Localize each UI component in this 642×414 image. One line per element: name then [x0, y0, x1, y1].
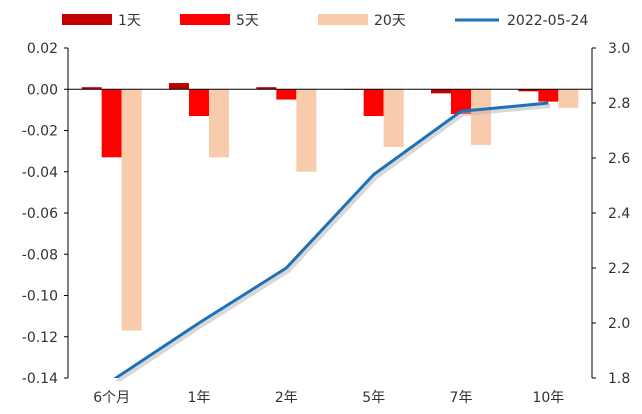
bar-20天-7年	[471, 89, 491, 145]
y-right-tick-label: 2.2	[608, 261, 630, 277]
legend-swatch-1天	[62, 14, 112, 25]
legend-label: 5天	[236, 13, 259, 29]
y-left-tick-label: 0.00	[27, 82, 58, 98]
bar-5天-10年	[538, 89, 559, 102]
bar-20天-5年	[383, 89, 404, 147]
bar-20天-2年	[296, 89, 317, 172]
legend-label: 2022-05-24	[507, 13, 588, 29]
bars	[81, 83, 579, 331]
y-right-tick-label: 3.0	[608, 41, 630, 57]
legend-label: 20天	[374, 13, 406, 29]
bar-5天-7年	[451, 89, 471, 114]
x-tick-label: 2年	[275, 390, 298, 406]
bar-5天-2年	[276, 89, 297, 100]
y-right-tick-label: 1.8	[608, 371, 630, 387]
legend-label: 1天	[118, 13, 141, 29]
x-tick-label: 1年	[188, 390, 211, 406]
bar-1天-7年	[431, 89, 451, 94]
bar-5天-5年	[363, 89, 384, 117]
y-left-tick-label: -0.12	[22, 330, 58, 346]
bar-20天-10年	[558, 89, 579, 108]
y-left-tick-label: -0.06	[22, 206, 58, 222]
bar-20天-6个月	[121, 89, 142, 331]
x-tick-label: 10年	[532, 390, 564, 406]
x-tick-label: 5年	[362, 390, 385, 406]
bar-5天-1年	[189, 89, 209, 117]
bar-1天-6个月	[81, 87, 102, 90]
y-left-tick-label: -0.02	[22, 124, 58, 140]
x-tick-label: 6个月	[93, 390, 130, 406]
line-2022-05-24	[113, 101, 549, 378]
bar-1天-2年	[256, 87, 277, 90]
legend-swatch-20天	[318, 14, 368, 25]
line-layer	[113, 101, 551, 381]
y-right-tick-label: 2.8	[608, 96, 630, 112]
y-left-tick-label: -0.14	[22, 371, 58, 387]
axes: 0.02 0.00 -0.02 -0.04 -0.06 -0.08 -0.10 -0.12 -0…	[22, 41, 631, 406]
bar-20天-1年	[209, 89, 229, 158]
line-shadow	[114, 104, 551, 381]
legend-swatch-5天	[180, 14, 230, 25]
bar-5天-6个月	[101, 89, 122, 158]
bar-1天-1年	[169, 83, 189, 90]
y-left-tick-label: -0.04	[22, 165, 58, 181]
y-right-tick-label: 2.4	[608, 206, 630, 222]
x-tick-label: 7年	[450, 390, 473, 406]
y-right-tick-label: 2.6	[608, 151, 630, 167]
y-left-tick-label: 0.02	[27, 41, 58, 57]
y-left-tick-label: -0.08	[22, 247, 58, 263]
bar-1天-10年	[518, 89, 539, 92]
legend: 1天 5天 20天 2022-05-24	[62, 13, 588, 29]
y-left-tick-label: -0.10	[22, 289, 58, 305]
y-right-tick-label: 2.0	[608, 316, 630, 332]
